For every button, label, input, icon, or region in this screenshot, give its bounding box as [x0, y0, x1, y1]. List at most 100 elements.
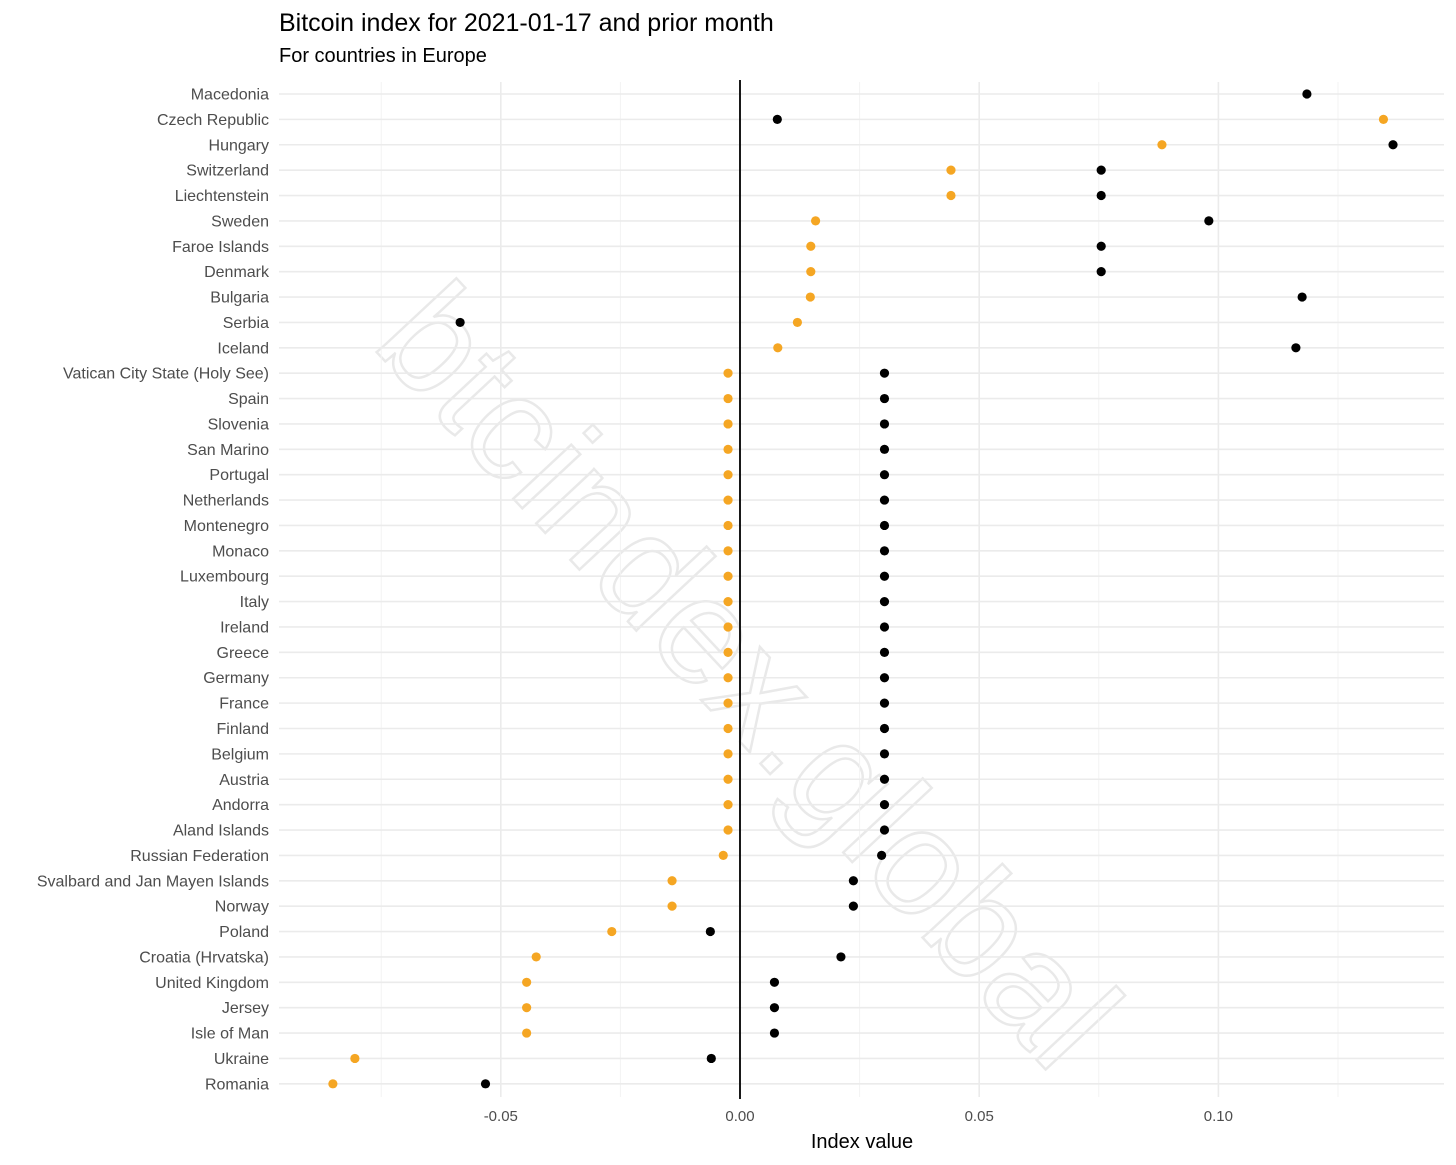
- current-point: [879, 520, 890, 531]
- x-tick-label: 0.10: [1204, 1108, 1233, 1125]
- country-label: Vatican City State (Holy See): [63, 366, 269, 383]
- country-label: Monaco: [212, 543, 269, 560]
- prior-month-point: [805, 292, 815, 302]
- current-point: [879, 698, 890, 708]
- prior-month-point: [723, 520, 733, 531]
- watermark: btcindex.global: [345, 251, 1153, 1100]
- current-point: [848, 901, 858, 911]
- prior-month-point: [328, 1079, 338, 1089]
- country-label: Slovenia: [208, 416, 269, 433]
- prior-month-point: [667, 901, 677, 911]
- current-point: [1096, 267, 1106, 277]
- country-label: Czech Republic: [157, 112, 269, 129]
- country-label: Switzerland: [186, 163, 269, 180]
- prior-month-point: [723, 825, 733, 835]
- country-label: San Marino: [187, 442, 269, 459]
- x-tick-label: -0.05: [484, 1108, 518, 1125]
- country-label: Svalbard and Jan Mayen Islands: [37, 873, 269, 890]
- x-tick-label: 0.00: [725, 1108, 754, 1125]
- current-point: [879, 495, 890, 505]
- prior-month-point: [723, 622, 733, 632]
- country-label: Iceland: [217, 340, 269, 357]
- prior-month-point: [723, 749, 733, 759]
- x-tick-label: 0.05: [965, 1108, 994, 1125]
- prior-month-point: [1157, 140, 1167, 150]
- grid: [279, 82, 1444, 1097]
- country-label: Poland: [219, 924, 269, 941]
- prior-month-point: [806, 241, 816, 251]
- current-point: [769, 1003, 780, 1013]
- prior-month-point: [718, 850, 728, 861]
- prior-month-series: [328, 114, 1389, 1089]
- prior-month-point: [522, 1003, 532, 1013]
- country-label: Sweden: [211, 213, 269, 230]
- country-label: France: [219, 696, 269, 713]
- country-label: Belgium: [211, 746, 269, 763]
- country-label: Liechtenstein: [175, 188, 269, 205]
- prior-month-point: [522, 977, 532, 987]
- prior-month-point: [810, 216, 821, 226]
- current-point: [772, 114, 782, 124]
- chart-title: Bitcoin index for 2021-01-17 and prior m…: [279, 9, 774, 37]
- current-point: [1302, 89, 1312, 99]
- country-label: Aland Islands: [173, 823, 269, 840]
- prior-month-point: [723, 419, 733, 429]
- current-point: [705, 926, 715, 937]
- prior-month-point: [723, 470, 733, 480]
- country-label: Denmark: [204, 264, 270, 281]
- prior-month-point: [723, 597, 733, 607]
- current-point: [1096, 190, 1106, 201]
- country-label: Andorra: [212, 797, 269, 814]
- current-point: [1096, 241, 1106, 251]
- current-point: [879, 419, 890, 429]
- current-point: [879, 597, 890, 607]
- prior-month-point: [723, 495, 733, 505]
- prior-month-point: [522, 1028, 532, 1038]
- prior-month-point: [723, 546, 733, 556]
- current-point: [1096, 165, 1106, 175]
- prior-month-point: [723, 393, 733, 404]
- prior-month-point: [1378, 114, 1389, 124]
- country-label: Serbia: [223, 315, 269, 332]
- current-point: [879, 749, 890, 759]
- prior-month-point: [607, 926, 617, 937]
- current-point: [879, 825, 890, 835]
- current-point: [706, 1053, 716, 1064]
- country-label: Norway: [215, 899, 269, 916]
- prior-month-point: [792, 317, 803, 328]
- current-point: [879, 444, 890, 454]
- prior-month-point: [723, 444, 733, 454]
- prior-month-point: [723, 698, 733, 708]
- current-point: [769, 1028, 780, 1038]
- current-point: [1297, 292, 1307, 302]
- current-point: [879, 470, 890, 480]
- current-point: [879, 774, 890, 784]
- country-label: Austria: [219, 772, 269, 789]
- current-point: [879, 723, 890, 734]
- country-label: Hungary: [209, 137, 269, 154]
- prior-month-point: [946, 190, 956, 201]
- country-label: Bulgaria: [210, 290, 269, 307]
- x-axis-ticks: -0.05 0.00 0.05 0.10: [484, 1108, 1233, 1125]
- current-point: [848, 876, 858, 886]
- current-point: [879, 393, 890, 404]
- country-label: Finland: [217, 721, 269, 738]
- current-point: [879, 673, 890, 683]
- current-point: [879, 571, 890, 581]
- prior-month-point: [723, 774, 733, 784]
- country-label: Macedonia: [191, 87, 269, 104]
- current-point: [879, 368, 890, 378]
- current-point: [836, 952, 846, 962]
- country-labels: Macedonia Czech Republic Hungary Switzerlan…: [37, 87, 270, 1094]
- current-point: [480, 1079, 491, 1089]
- country-label: United Kingdom: [155, 975, 269, 992]
- country-label: Montenegro: [184, 518, 269, 535]
- country-label: Greece: [217, 645, 270, 662]
- chart-subtitle: For countries in Europe: [279, 45, 487, 67]
- prior-month-point: [350, 1053, 360, 1064]
- country-label: Luxembourg: [180, 569, 269, 586]
- prior-month-point: [723, 571, 733, 581]
- country-label: Italy: [240, 594, 269, 611]
- country-label: Russian Federation: [130, 848, 269, 865]
